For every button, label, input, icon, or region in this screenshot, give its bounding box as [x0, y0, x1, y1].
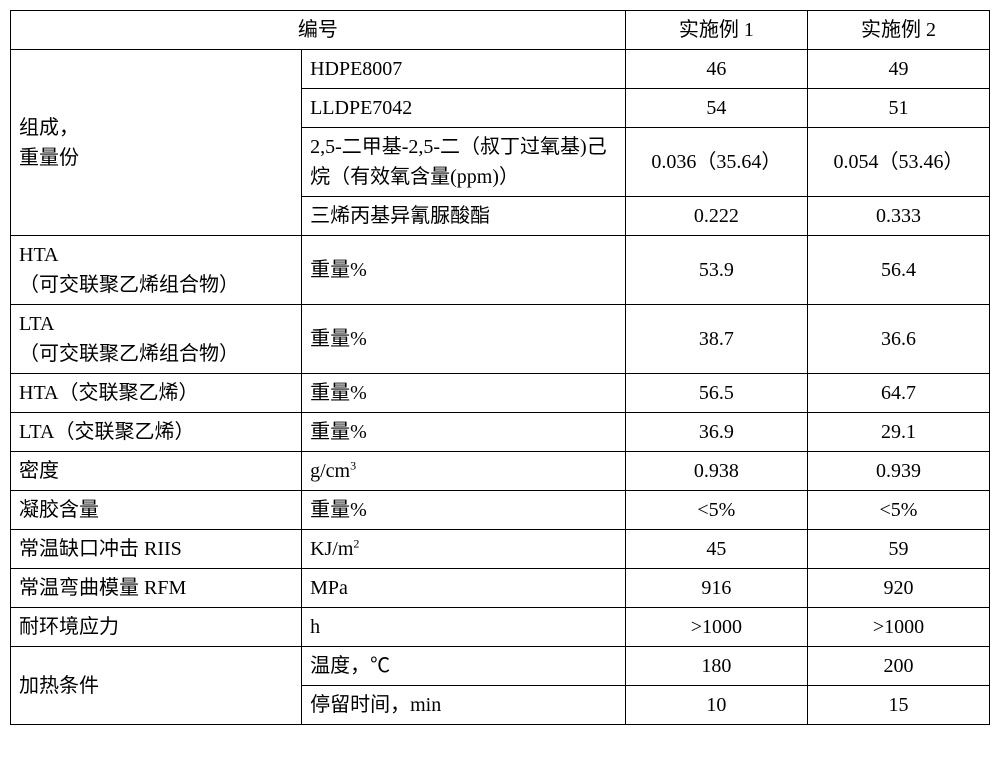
cell: LLDPE7042 [302, 89, 626, 128]
cell: 51 [807, 89, 989, 128]
cell: 36.9 [625, 413, 807, 452]
cell: 0.333 [807, 197, 989, 236]
table-row: HTA （可交联聚乙烯组合物） 重量% 53.9 56.4 [11, 236, 990, 305]
cell: 重量% [302, 305, 626, 374]
cell: 916 [625, 569, 807, 608]
cell: 36.6 [807, 305, 989, 374]
cell: 常温缺口冲击 RIIS [11, 530, 302, 569]
cell: 0.222 [625, 197, 807, 236]
cell: 180 [625, 647, 807, 686]
cell: LTA（交联聚乙烯） [11, 413, 302, 452]
cell-density-unit: g/cm3 [302, 452, 626, 491]
cell: 49 [807, 50, 989, 89]
table-row: 密度 g/cm3 0.938 0.939 [11, 452, 990, 491]
cell: 54 [625, 89, 807, 128]
cell: 53.9 [625, 236, 807, 305]
cell: 200 [807, 647, 989, 686]
cell: HTA （可交联聚乙烯组合物） [11, 236, 302, 305]
cell: 59 [807, 530, 989, 569]
cell: 三烯丙基异氰脲酸酯 [302, 197, 626, 236]
table-row: 常温弯曲模量 RFM MPa 916 920 [11, 569, 990, 608]
cell: 38.7 [625, 305, 807, 374]
table-row: LTA （可交联聚乙烯组合物） 重量% 38.7 36.6 [11, 305, 990, 374]
header-ex2: 实施例 2 [807, 11, 989, 50]
cell: 2,5-二甲基-2,5-二（叔丁过氧基)己烷（有效氧含量(ppm)） [302, 128, 626, 197]
cell: 重量% [302, 374, 626, 413]
cell: 64.7 [807, 374, 989, 413]
cell: h [302, 608, 626, 647]
cell: 重量% [302, 236, 626, 305]
cell: 45 [625, 530, 807, 569]
table-header-row: 编号 实施例 1 实施例 2 [11, 11, 990, 50]
cell: 重量% [302, 413, 626, 452]
header-ex1: 实施例 1 [625, 11, 807, 50]
cell: MPa [302, 569, 626, 608]
table-row: 凝胶含量 重量% <5% <5% [11, 491, 990, 530]
cell: 常温弯曲模量 RFM [11, 569, 302, 608]
cell: 920 [807, 569, 989, 608]
cell: HDPE8007 [302, 50, 626, 89]
cell: HTA（交联聚乙烯） [11, 374, 302, 413]
cell: <5% [807, 491, 989, 530]
cell-composition-label: 组成， 重量份 [11, 50, 302, 236]
cell: 密度 [11, 452, 302, 491]
table-row: 加热条件 温度，℃ 180 200 [11, 647, 990, 686]
cell: 凝胶含量 [11, 491, 302, 530]
cell: >1000 [625, 608, 807, 647]
table-row: 耐环境应力 h >1000 >1000 [11, 608, 990, 647]
cell: 停留时间，min [302, 686, 626, 725]
table-row: HTA（交联聚乙烯） 重量% 56.5 64.7 [11, 374, 990, 413]
cell: <5% [625, 491, 807, 530]
cell: 56.5 [625, 374, 807, 413]
cell: 0.036（35.64） [625, 128, 807, 197]
cell: 56.4 [807, 236, 989, 305]
header-id: 编号 [11, 11, 626, 50]
cell: 耐环境应力 [11, 608, 302, 647]
table-row: 组成， 重量份 HDPE8007 46 49 [11, 50, 990, 89]
cell: 46 [625, 50, 807, 89]
cell: 0.054（53.46） [807, 128, 989, 197]
table-row: LTA（交联聚乙烯） 重量% 36.9 29.1 [11, 413, 990, 452]
cell-impact-unit: KJ/m2 [302, 530, 626, 569]
cell: 29.1 [807, 413, 989, 452]
cell-heating-label: 加热条件 [11, 647, 302, 725]
cell: 0.939 [807, 452, 989, 491]
cell: 15 [807, 686, 989, 725]
cell: 0.938 [625, 452, 807, 491]
cell: 温度，℃ [302, 647, 626, 686]
cell: >1000 [807, 608, 989, 647]
cell: LTA （可交联聚乙烯组合物） [11, 305, 302, 374]
cell: 10 [625, 686, 807, 725]
cell: 重量% [302, 491, 626, 530]
data-table: 编号 实施例 1 实施例 2 组成， 重量份 HDPE8007 46 49 LL… [10, 10, 990, 725]
table-row: 常温缺口冲击 RIIS KJ/m2 45 59 [11, 530, 990, 569]
